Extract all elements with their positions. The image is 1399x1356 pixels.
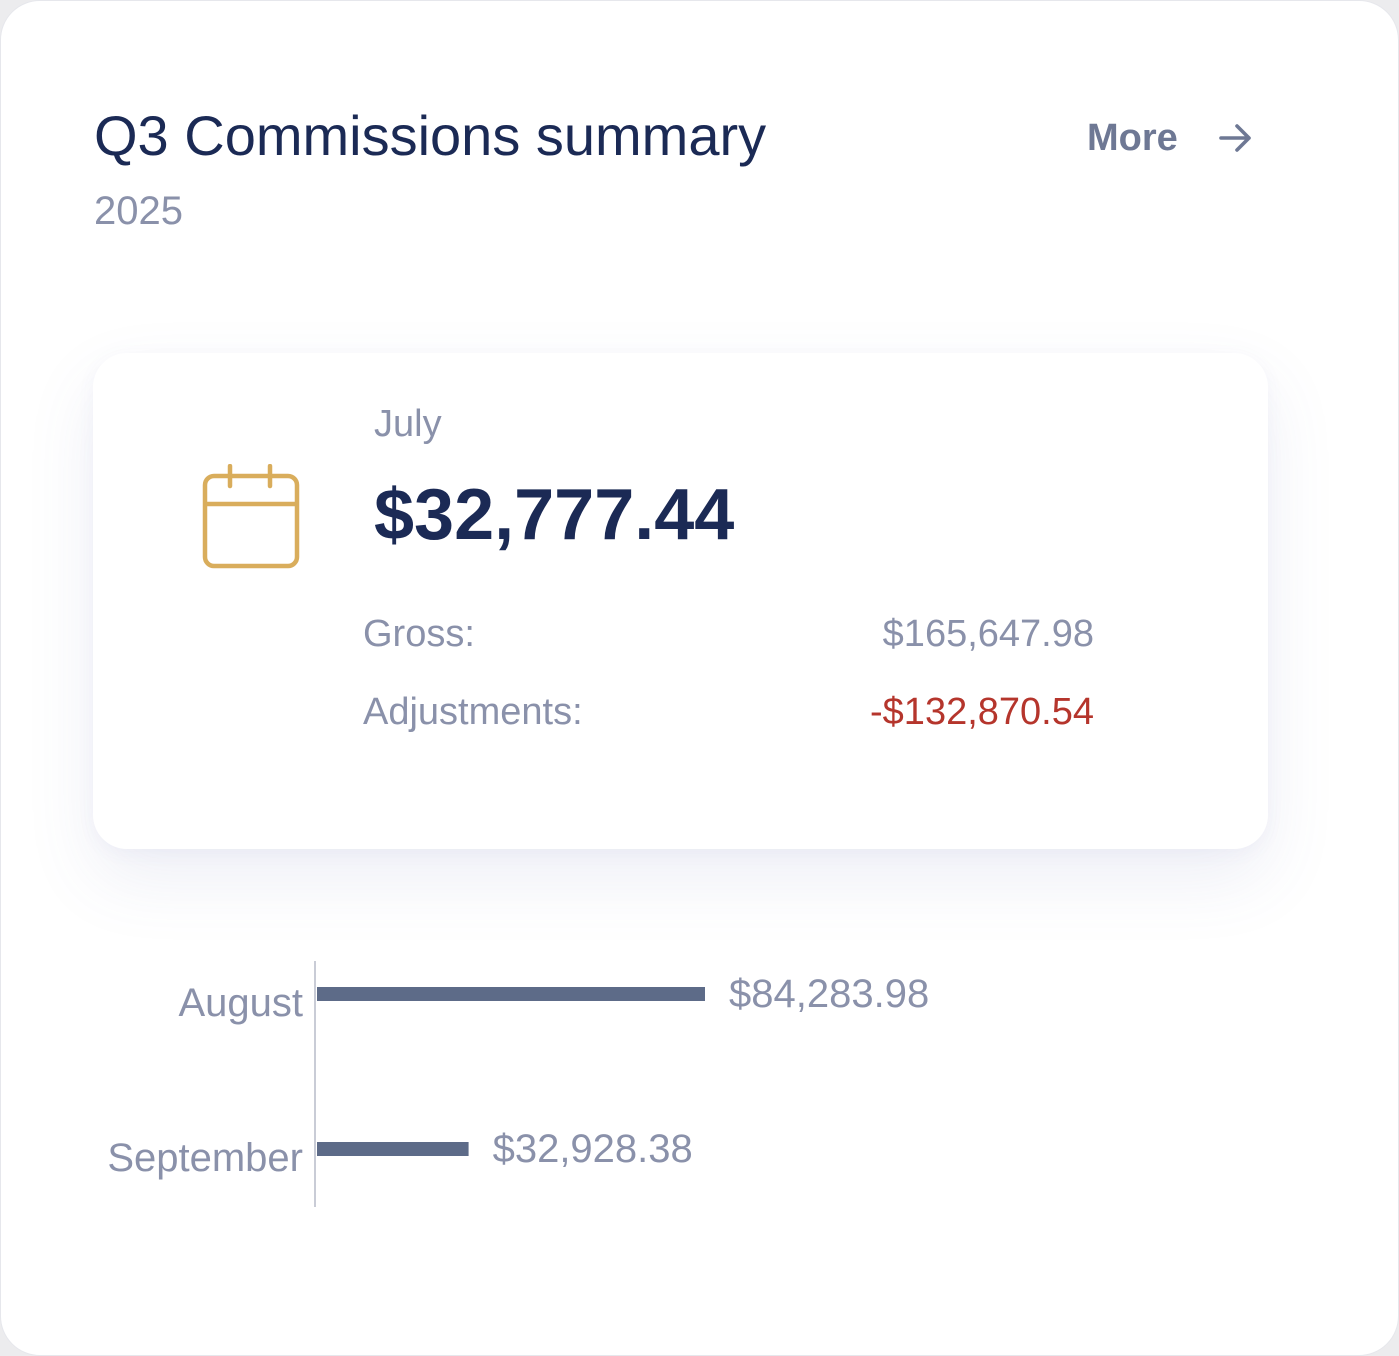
gross-label: Gross: xyxy=(363,613,475,655)
calendar-icon xyxy=(202,464,300,569)
widget-year: 2025 xyxy=(94,189,183,233)
july-summary-card[interactable]: July $32,777.44 Gross: $165,647.98 Adjus… xyxy=(93,353,1268,849)
bar-august[interactable] xyxy=(317,987,705,1001)
adjustments-label: Adjustments: xyxy=(363,691,583,733)
bar-category-label: September xyxy=(107,1136,303,1180)
more-link[interactable]: More xyxy=(1087,111,1256,165)
widget-title: Q3 Commissions summary xyxy=(94,104,767,167)
gross-value: $165,647.98 xyxy=(882,613,1094,655)
bar-value-label: $84,283.98 xyxy=(729,972,929,1016)
adjustments-value: -$132,870.54 xyxy=(870,691,1094,733)
summary-amount: $32,777.44 xyxy=(374,475,735,555)
bar-value-label: $32,928.38 xyxy=(493,1127,693,1171)
summary-month: July xyxy=(374,403,442,445)
arrow-right-icon xyxy=(1218,124,1251,152)
monthly-bar-chart: August $84,283.98 September $32,928.38 xyxy=(107,961,929,1207)
bar-category-label: August xyxy=(178,981,303,1025)
bar-september[interactable] xyxy=(317,1142,469,1156)
more-link-label: More xyxy=(1087,116,1178,159)
